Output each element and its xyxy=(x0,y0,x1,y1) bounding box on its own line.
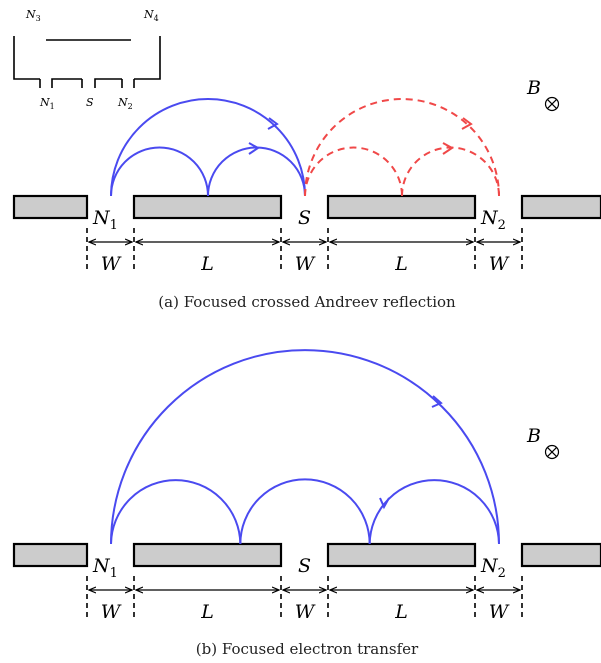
panel-a: N1 S N2 B W L W L W xyxy=(12,77,601,311)
length-label-l1: L xyxy=(200,601,214,623)
electron-arc-small-3 xyxy=(368,479,500,545)
electron-arc-small-2 xyxy=(207,146,306,197)
inset-segment-left xyxy=(51,78,82,88)
dimension-ticks xyxy=(86,576,523,620)
width-label-w3: W xyxy=(489,253,510,275)
plate-middle-left xyxy=(132,194,283,220)
device-inset: N3 N4 N1 S N2 xyxy=(13,8,161,111)
hole-trajectories xyxy=(304,98,500,197)
inset-left-bracket xyxy=(13,36,40,80)
length-label-l1: L xyxy=(200,253,214,275)
inset-segment-right xyxy=(94,78,122,88)
electron-arc-small-2 xyxy=(239,478,371,545)
width-label-w1: W xyxy=(101,601,122,623)
plate-left-edge xyxy=(12,542,89,568)
dimension-labels: W L W L W xyxy=(101,253,510,275)
hole-arc-large xyxy=(304,98,500,197)
inset-label-n1: N1 xyxy=(39,96,55,111)
electron-trajectories xyxy=(110,349,500,545)
arrow-head-a-1 xyxy=(267,117,279,130)
arrow-head-b-1 xyxy=(431,395,443,408)
arrow-head-a-4 xyxy=(442,142,454,155)
dimension-labels: W L W L W xyxy=(101,601,510,623)
inset-label-n4: N4 xyxy=(143,8,159,23)
contact-s-label: S xyxy=(298,207,311,229)
arrow-head-b-2 xyxy=(379,497,390,510)
field-label: B xyxy=(526,77,541,99)
hole-arc-small-2 xyxy=(401,146,500,197)
plate-left-edge xyxy=(12,194,89,220)
field-label: B xyxy=(526,425,541,447)
contact-n1-label: N1 xyxy=(92,207,118,233)
plate-middle-left xyxy=(132,542,283,568)
plate-right-edge xyxy=(520,194,601,220)
plate-middle-right xyxy=(326,194,477,220)
contact-n2-label: N2 xyxy=(480,207,506,233)
field-into-page-icon xyxy=(544,444,560,460)
inset-label-s: S xyxy=(86,96,94,109)
contact-n2-label: N2 xyxy=(480,555,506,581)
hole-arc-small-1 xyxy=(304,146,403,197)
electron-arc-large xyxy=(110,349,500,545)
inset-label-n2: N2 xyxy=(117,96,133,111)
arrow-head-a-3 xyxy=(461,117,473,130)
length-label-l2: L xyxy=(394,253,408,275)
inset-right-bracket xyxy=(134,36,161,80)
electron-arc-small-1 xyxy=(110,479,242,545)
plate-middle-right xyxy=(326,542,477,568)
length-label-l2: L xyxy=(394,601,408,623)
plate-right-edge xyxy=(520,542,601,568)
caption-b: (b) Focused electron transfer xyxy=(196,640,419,658)
width-label-w2: W xyxy=(295,601,316,623)
electron-trajectories xyxy=(110,98,306,197)
inset-label-n3: N3 xyxy=(25,8,41,23)
panel-b: N1 S N2 B W L W L W xyxy=(12,349,601,658)
field-into-page-icon xyxy=(544,96,560,112)
contact-s-label: S xyxy=(298,555,311,577)
width-label-w3: W xyxy=(489,601,510,623)
dimension-ticks xyxy=(86,228,523,272)
arrow-head-a-2 xyxy=(248,142,260,155)
electron-arc-large xyxy=(110,98,306,197)
contact-n1-label: N1 xyxy=(92,555,118,581)
width-label-w1: W xyxy=(101,253,122,275)
electron-arc-small-1 xyxy=(110,146,209,197)
width-label-w2: W xyxy=(295,253,316,275)
caption-a: (a) Focused crossed Andreev reflection xyxy=(158,293,456,311)
